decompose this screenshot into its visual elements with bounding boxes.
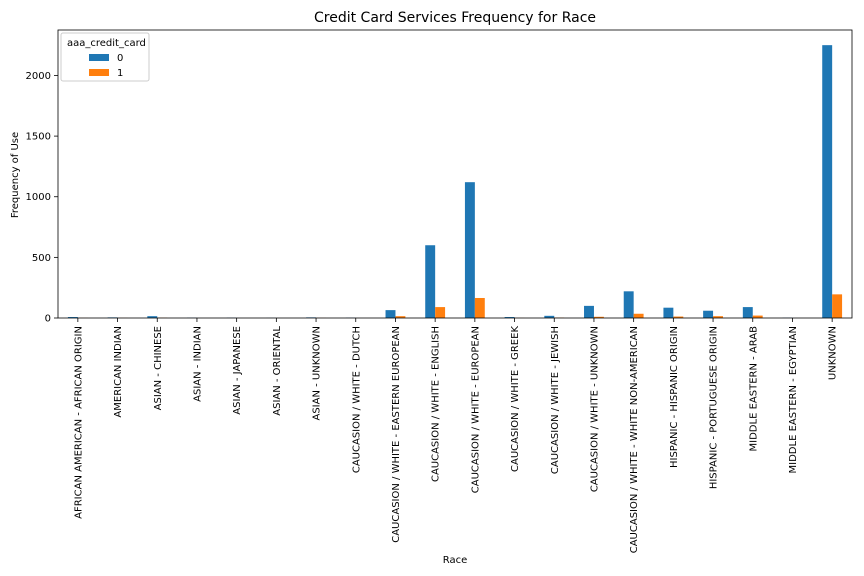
bar-series-1-19 xyxy=(832,294,843,318)
bar-series-1-9 xyxy=(435,307,446,318)
y-tick-label-2: 1000 xyxy=(26,192,51,203)
x-tick-label-15: HISPANIC - HISPANIC ORIGIN xyxy=(669,326,680,468)
legend-swatch-series-1 xyxy=(89,69,109,76)
y-tick-label-1: 500 xyxy=(32,253,51,264)
x-tick-label-2: ASIAN - CHINESE xyxy=(153,326,164,410)
legend-label-series-1: 1 xyxy=(117,68,123,79)
bar-series-0-9 xyxy=(425,245,436,318)
x-tick-label-7: CAUCASION / WHITE - DUTCH xyxy=(351,326,362,473)
bar-series-0-13 xyxy=(584,305,594,318)
bar-series-0-0 xyxy=(67,317,78,318)
bar-series-1-13 xyxy=(593,316,604,318)
bar-series-1-16 xyxy=(713,316,723,318)
bar-series-0-8 xyxy=(385,310,396,318)
x-tick-label-3: ASIAN - INDIAN xyxy=(192,326,203,402)
x-tick-label-6: ASIAN - UNKNOWN xyxy=(312,326,323,421)
bar-series-0-16 xyxy=(703,310,714,318)
bar-series-1-15 xyxy=(673,316,684,318)
chart-title: Credit Card Services Frequency for Race xyxy=(314,10,596,26)
legend-label-series-0: 0 xyxy=(117,53,123,64)
x-tick-label-12: CAUCASION / WHITE - JEWISH xyxy=(550,326,561,474)
y-axis-label: Frequency of Use xyxy=(10,132,21,218)
y-tick-label-4: 2000 xyxy=(26,71,51,82)
x-tick-label-11: CAUCASION / WHITE - GREEK xyxy=(510,326,521,472)
x-tick-label-8: CAUCASION / WHITE - EASTERN EUROPEAN xyxy=(391,326,402,543)
bar-series-1-14 xyxy=(633,313,644,318)
bar-series-0-12 xyxy=(544,315,555,318)
bar-series-0-15 xyxy=(663,307,674,318)
x-tick-label-17: MIDDLE EASTERN - ARAB xyxy=(748,326,759,452)
x-tick-label-4: ASIAN - JAPANESE xyxy=(232,326,243,415)
legend-swatch-series-0 xyxy=(89,54,109,61)
bar-series-0-2 xyxy=(147,316,158,318)
bar-series-0-10 xyxy=(464,182,475,318)
x-axis: AFRICAN AMERICAN - AFRICAN ORIGIN AMERICA… xyxy=(73,318,839,553)
bar-series-0-11 xyxy=(504,317,515,318)
plot-area xyxy=(57,29,853,319)
plot-frame xyxy=(57,29,853,319)
y-tick-label-0: 0 xyxy=(45,314,51,325)
y-tick-label-3: 1500 xyxy=(26,132,51,143)
bar-series-0-14 xyxy=(623,291,634,318)
x-tick-label-16: HISPANIC - PORTUGUESE ORIGIN xyxy=(709,326,720,489)
x-tick-label-18: MIDDLE EASTERN - EGYPTIAN xyxy=(788,326,799,473)
y-axis: 0 500 1000 1500 2000 xyxy=(26,71,58,325)
x-tick-label-13: CAUCASION / WHITE - UNKNOWN xyxy=(589,326,600,492)
x-tick-label-1: AMERICAN INDIAN xyxy=(113,326,124,418)
bar-series-1-8 xyxy=(395,316,406,318)
x-tick-label-5: ASIAN - ORIENTAL xyxy=(272,326,283,416)
bar-series-1-10 xyxy=(474,297,485,318)
x-tick-label-19: UNKNOWN xyxy=(828,326,839,380)
bar-series-0-17 xyxy=(742,307,753,318)
x-axis-label: Race xyxy=(443,555,468,566)
bar-series-1-17 xyxy=(752,315,763,318)
legend-title: aaa_credit_card xyxy=(67,38,146,49)
x-tick-label-10: CAUCASION / WHITE - EUROPEAN xyxy=(470,326,481,493)
x-tick-label-9: CAUCASION / WHITE - ENGLISH xyxy=(431,326,442,482)
legend: aaa_credit_card 0 1 xyxy=(60,32,150,82)
x-tick-label-0: AFRICAN AMERICAN - AFRICAN ORIGIN xyxy=(73,326,84,519)
x-tick-label-14: CAUCASION / WHITE - WHITE NON-AMERICAN xyxy=(629,326,640,553)
bar-series-0-19 xyxy=(822,45,833,318)
